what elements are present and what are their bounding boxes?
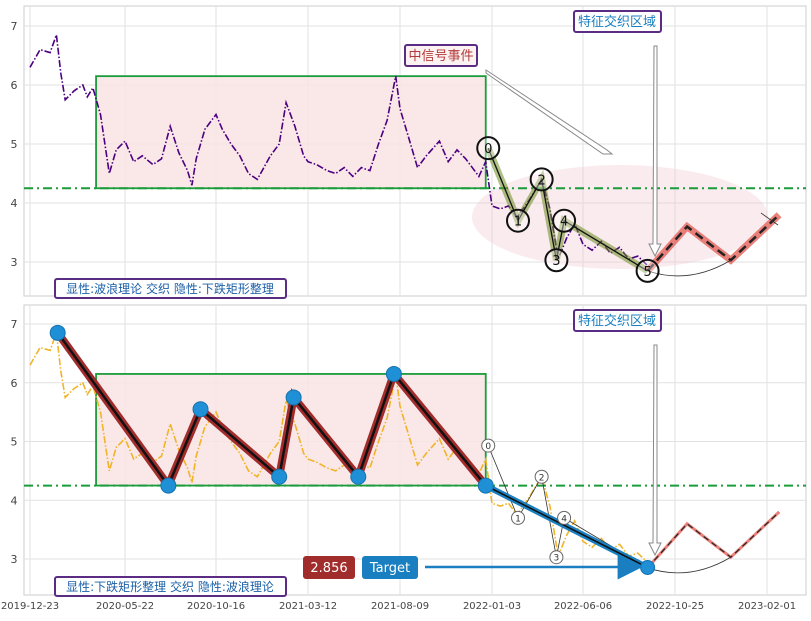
swing-point-2: [192, 401, 209, 418]
swing-point-5: [350, 468, 367, 485]
x-tick-label: 2021-03-12: [279, 601, 337, 612]
y-tick-label: 5: [11, 436, 18, 449]
x-tick-label: 2020-10-16: [187, 601, 245, 612]
y-tick-label: 6: [11, 79, 18, 92]
bottom-zone-arrow: [648, 344, 662, 557]
wave-marker-0: [476, 136, 501, 161]
wave-marker-3: [549, 550, 564, 565]
top-pattern-box: 显性:波浪理论 交织 隐性:下跌矩形整理: [54, 278, 287, 299]
projection-band: [646, 510, 781, 569]
wave-marker-5: [635, 258, 660, 283]
y-tick-label: 3: [11, 256, 18, 269]
wave-marker-1: [506, 208, 530, 233]
wave-label-2: 2: [537, 173, 545, 188]
top-chart-layer: 0 1 2 3 4 5: [24, 34, 806, 283]
wave-marker-0: [481, 438, 496, 453]
target-label-badge: Target: [362, 556, 418, 579]
consolidation-rectangle: [95, 75, 487, 190]
x-tick-label: 2022-01-03: [463, 601, 521, 612]
wave-label-1: 1: [515, 514, 521, 524]
swing-point-6: [385, 365, 402, 382]
top-zone-arrow: [648, 45, 662, 258]
y-tick-label: 7: [11, 20, 18, 33]
wave-label-4: 4: [561, 514, 567, 524]
x-tick-label: 2022-10-25: [646, 601, 704, 612]
x-tick-label: 2019-12-23: [1, 601, 59, 612]
projection-line: [646, 213, 780, 272]
swing-point-0: [49, 324, 66, 341]
wave-label-3: 3: [552, 254, 560, 269]
y-tick-label: 3: [11, 553, 18, 566]
wave-marker-2: [529, 167, 554, 192]
bottom-feature-zone-callout: 特征交织区域: [573, 309, 662, 332]
swing-point-4: [285, 389, 302, 406]
wave-marker-1: [511, 510, 525, 525]
target-value-badge: 2.856: [303, 556, 355, 579]
rectangle-swing-line: [56, 332, 487, 489]
y-tick-label: 6: [11, 377, 18, 390]
wave-label-1: 1: [514, 215, 522, 230]
bottom-feature-zone-label: 特征交织区域: [578, 313, 656, 329]
projection-arc: [647, 556, 731, 574]
projection-end-tick: [760, 212, 779, 226]
signal-event-arrow: [485, 69, 614, 155]
wave-marker-2: [534, 469, 549, 484]
wave-marker-3: [544, 248, 569, 273]
bottom-pattern-label: 显性:下跌矩形整理 交织 隐性:波浪理论: [66, 579, 274, 594]
top-feature-zone-label: 特征交织区域: [578, 14, 656, 30]
swing-point-1: [160, 477, 177, 494]
top-feature-zone-callout: 特征交织区域: [573, 10, 662, 33]
wave-label-3: 3: [554, 554, 560, 564]
target-value-text: 2.856: [310, 561, 347, 576]
x-tick-label: 2020-05-22: [96, 601, 154, 612]
y-tick-label: 4: [11, 494, 18, 507]
wave-label-0: 0: [485, 442, 491, 452]
projection-arc: [647, 259, 731, 277]
signal-event-label: 中信号事件: [408, 49, 473, 64]
wave-label-4: 4: [560, 215, 568, 230]
target-label-text: Target: [369, 561, 410, 576]
y-tick-label: 7: [11, 318, 18, 331]
swing-point-7: [477, 477, 494, 494]
x-axis-ticks: 2019-12-23 2020-05-22 2020-10-16 2021-03-12…: [1, 601, 796, 612]
x-tick-label: 2021-08-09: [371, 601, 429, 612]
breakdown-line: [485, 484, 648, 569]
x-tick-label: 2023-02-01: [738, 601, 796, 612]
wave-marker-4: [552, 208, 577, 233]
y-tick-label: 5: [11, 138, 18, 151]
wave-label-2: 2: [539, 473, 545, 483]
x-tick-label: 2022-06-06: [554, 601, 612, 612]
top-pattern-label: 显性:波浪理论 交织 隐性:下跌矩形整理: [66, 281, 274, 296]
bottom-pattern-box: 显性:下跌矩形整理 交织 隐性:波浪理论: [54, 576, 287, 597]
target-point: [640, 559, 656, 575]
wave-label-5: 5: [643, 265, 651, 280]
y-tick-label: 4: [11, 197, 18, 210]
swing-point-3: [271, 468, 288, 485]
wave-marker-4: [557, 510, 572, 525]
signal-event-callout: 中信号事件: [404, 44, 478, 67]
wave-line: [487, 147, 648, 272]
wave-label-0: 0: [484, 142, 492, 157]
